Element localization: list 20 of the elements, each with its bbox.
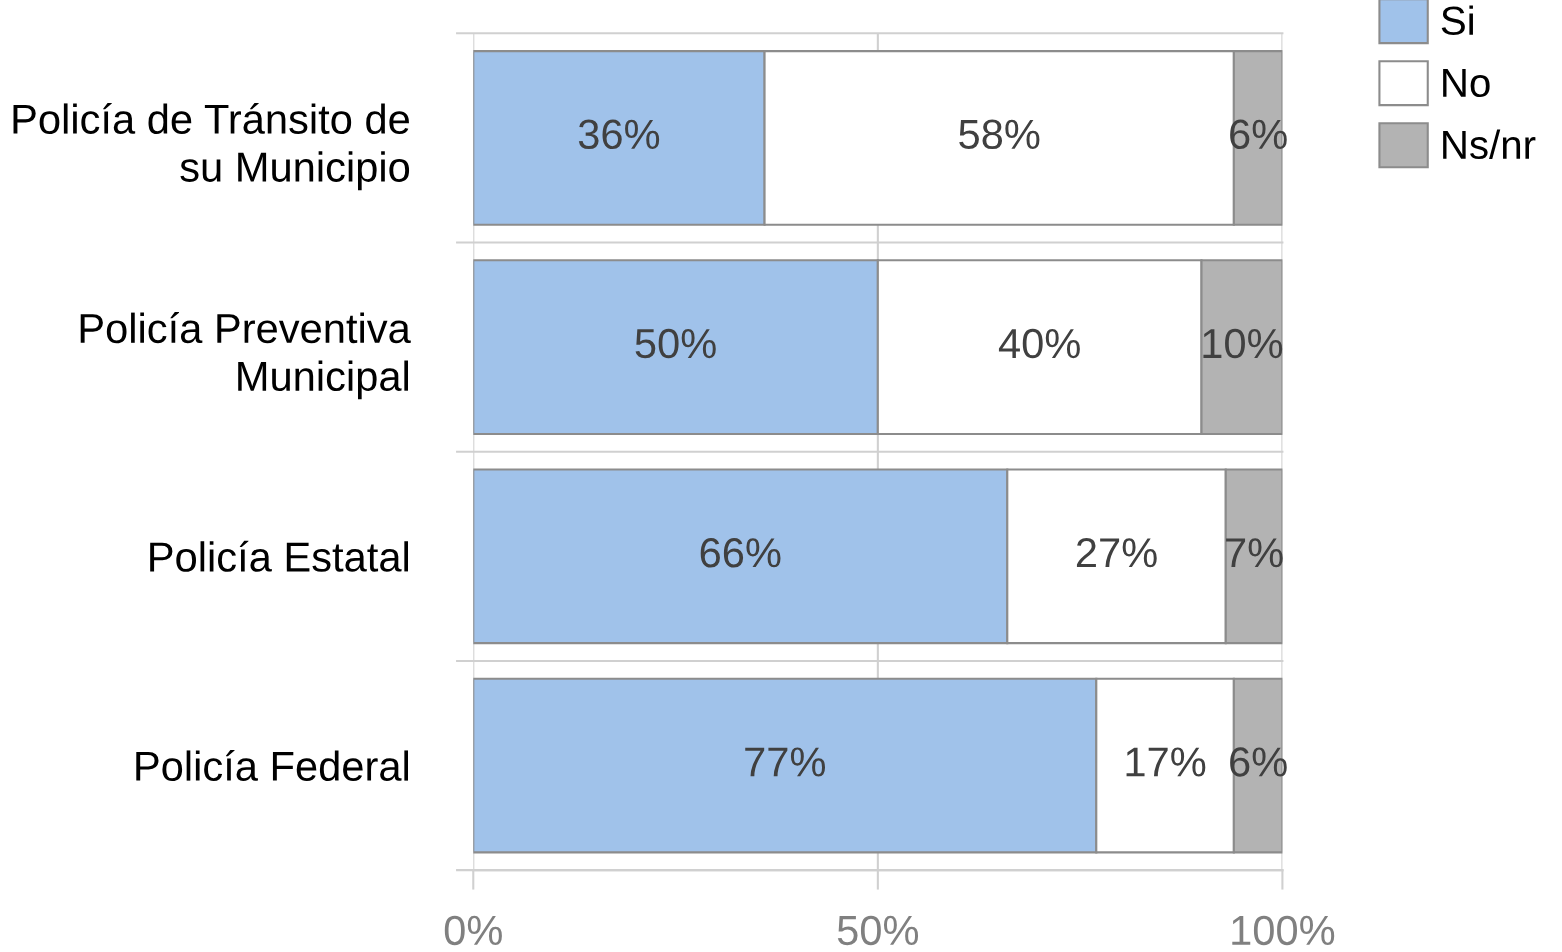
- data-label: 66%: [700, 538, 781, 568]
- data-label: 10%: [1203, 328, 1283, 359]
- data-label: 36%: [578, 119, 660, 150]
- x-tick-label: 100%: [1232, 915, 1335, 946]
- y-tick-label: Policía Preventiva Municipal: [80, 312, 411, 400]
- legend-label: No: [1443, 68, 1490, 98]
- data-label: 77%: [745, 747, 826, 777]
- data-label: 58%: [959, 119, 1040, 150]
- data-label: 40%: [998, 328, 1080, 359]
- x-tick-label: 0%: [444, 915, 502, 946]
- data-label: 27%: [1076, 538, 1157, 568]
- y-tick-label: Policía de Tránsito de su Municipio: [13, 102, 410, 191]
- x-tick-label: 50%: [837, 915, 919, 946]
- data-label: 7%: [1226, 538, 1283, 568]
- data-label: 17%: [1126, 747, 1206, 777]
- legend-label: Ns/nr: [1443, 129, 1536, 160]
- y-tick-label: Policía Federal: [136, 749, 409, 782]
- y-tick-label: Policía Estatal: [150, 540, 409, 572]
- legend-label: Si: [1441, 5, 1473, 36]
- data-label: 50%: [635, 328, 716, 359]
